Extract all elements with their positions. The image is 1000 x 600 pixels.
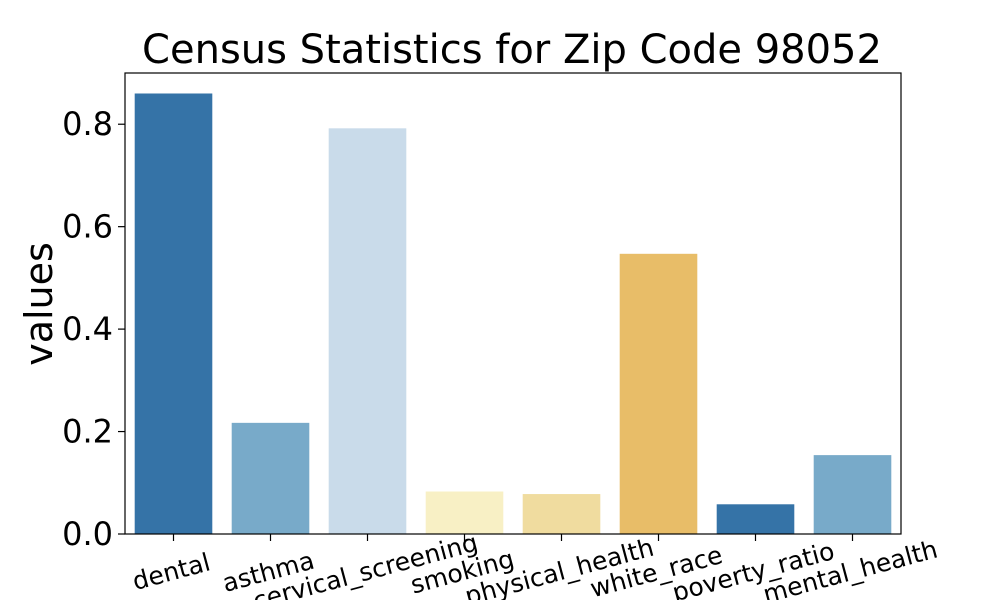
- bar-asthma: [231, 422, 310, 534]
- bar-mental_health: [813, 455, 892, 534]
- bar-smoking: [425, 491, 504, 534]
- y-tick-label: 0.2: [62, 413, 113, 451]
- y-tick-label: 0.4: [62, 310, 113, 348]
- y-axis-label: values: [17, 242, 61, 366]
- bar-physical_health: [522, 494, 601, 534]
- x-tick-label-dental: dental: [129, 548, 213, 597]
- y-tick-label: 0.0: [62, 515, 113, 553]
- y-tick-label: 0.6: [62, 208, 113, 246]
- y-tick-label: 0.8: [62, 105, 113, 143]
- bar-white_race: [619, 253, 698, 534]
- bar-poverty_ratio: [716, 504, 795, 534]
- plot-frame: [124, 72, 902, 535]
- chart-title: Census Statistics for Zip Code 98052: [142, 27, 882, 73]
- bar-dental: [134, 93, 213, 535]
- bar-cervical_screening: [328, 128, 407, 534]
